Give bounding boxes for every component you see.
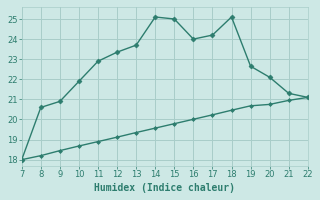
X-axis label: Humidex (Indice chaleur): Humidex (Indice chaleur) bbox=[94, 183, 235, 193]
